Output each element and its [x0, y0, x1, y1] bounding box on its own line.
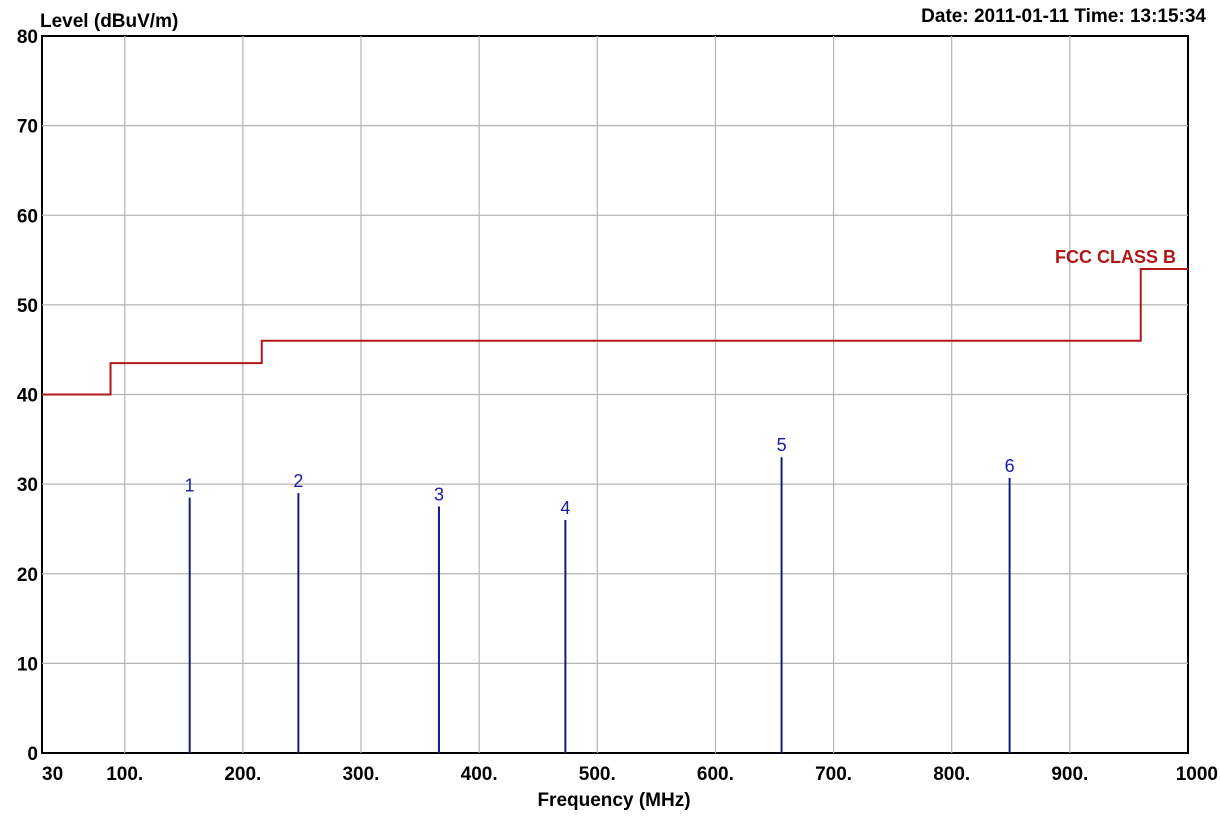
- y-tick-label: 30: [17, 475, 38, 496]
- measurement-label: 1: [185, 476, 195, 496]
- y-tick-label: 60: [17, 206, 38, 227]
- limit-line: [42, 268, 1188, 396]
- x-tick-label: 300.: [342, 764, 379, 785]
- limit-line-label: FCC CLASS B: [1055, 247, 1176, 267]
- y-tick-labels: 0 10 20 30 40 50 60 70 80: [17, 27, 38, 765]
- x-tick-label: 800.: [933, 764, 970, 785]
- date-time-label: Date: 2011-01-11 Time: 13:15:34: [921, 6, 1206, 27]
- y-tick-label: 20: [17, 565, 38, 586]
- x-tick-label: 1000: [1176, 764, 1218, 785]
- y-tick-label: 0: [27, 744, 38, 765]
- measurement-bars: 1 2 3 4 5 6: [185, 435, 1015, 753]
- x-tick-label: 100.: [106, 764, 143, 785]
- y-tick-label: 70: [17, 117, 38, 138]
- x-tick-label: 700.: [815, 764, 852, 785]
- x-tick-label: 900.: [1051, 764, 1088, 785]
- measurement-label: 6: [1005, 456, 1015, 476]
- y-tick-label: 50: [17, 296, 38, 317]
- measurement-label: 2: [293, 471, 303, 491]
- x-tick-label: 500.: [579, 764, 616, 785]
- x-tick-label: 400.: [461, 764, 498, 785]
- measurement-label: 4: [560, 498, 570, 518]
- x-tick-label: 30: [42, 764, 63, 785]
- y-tick-label: 40: [17, 386, 38, 407]
- grid-lines: [42, 36, 1188, 753]
- y-axis-label: Level (dBuV/m): [40, 11, 178, 32]
- limit-line-group: FCC CLASS B: [42, 247, 1188, 396]
- measurement-label: 5: [777, 435, 787, 455]
- x-tick-label: 200.: [224, 764, 261, 785]
- x-tick-label: 600.: [697, 764, 734, 785]
- measurement-label: 3: [434, 485, 444, 505]
- x-tick-labels: 30 100. 200. 300. 400. 500. 600. 700. 800. 900. 10…: [42, 764, 1218, 785]
- y-tick-label: 80: [17, 27, 38, 48]
- x-axis-label: Frequency (MHz): [537, 790, 690, 811]
- y-tick-label: 10: [17, 654, 38, 675]
